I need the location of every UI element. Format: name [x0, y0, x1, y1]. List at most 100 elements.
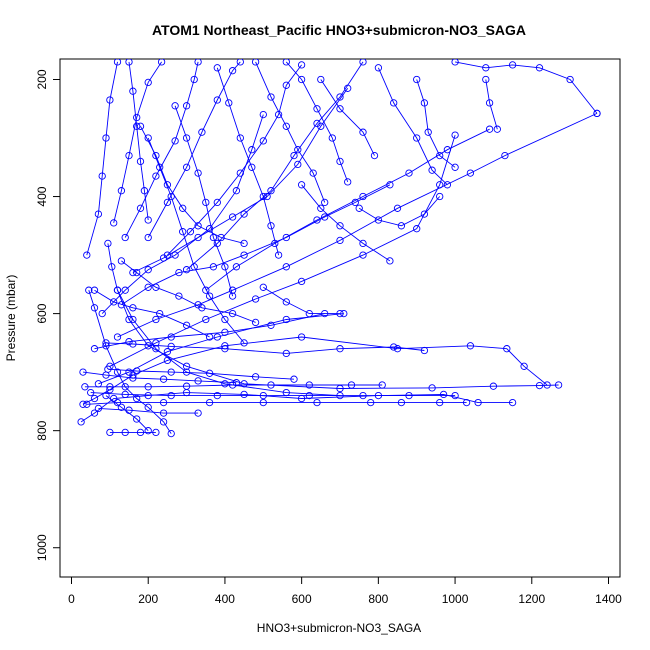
data-point: [87, 388, 95, 397]
x-tick-label: 1000: [442, 592, 469, 606]
data-point: [405, 391, 413, 400]
data-point: [259, 192, 267, 201]
data-point: [152, 315, 160, 324]
profile-series: [144, 134, 248, 347]
series-line: [416, 79, 456, 168]
data-point: [144, 283, 152, 291]
data-point: [221, 345, 229, 353]
data-point: [593, 109, 601, 118]
data-point: [113, 286, 122, 294]
profile-series: [136, 122, 248, 248]
data-point: [466, 169, 475, 177]
data-point: [240, 210, 248, 218]
data-point: [355, 204, 363, 212]
profile-series: [81, 381, 386, 391]
profile-series: [79, 368, 241, 387]
series-line: [86, 61, 118, 256]
data-point: [205, 369, 214, 377]
data-point: [240, 251, 248, 259]
data-point: [297, 75, 306, 84]
series-line: [216, 67, 280, 256]
data-point: [462, 398, 471, 407]
data-point: [232, 187, 241, 195]
data-point: [209, 233, 218, 242]
series-layer: [77, 59, 601, 438]
y-tick-label: 1000: [35, 534, 49, 561]
data-point: [251, 318, 260, 327]
data-point: [182, 382, 191, 390]
data-point: [194, 377, 202, 385]
data-point: [436, 181, 444, 189]
series-line: [485, 79, 498, 130]
data-point: [136, 122, 145, 130]
series-line: [320, 79, 375, 156]
data-point: [436, 151, 444, 160]
data-point: [290, 151, 298, 160]
data-point: [113, 398, 122, 407]
data-point: [321, 213, 329, 221]
data-point: [485, 125, 494, 133]
data-point: [397, 398, 406, 407]
data-point: [113, 368, 122, 376]
chart-title: ATOM1 Northeast_Pacific HNO3+submicron-N…: [152, 22, 526, 38]
data-point: [263, 192, 271, 201]
data-point: [367, 398, 375, 407]
data-point: [108, 263, 116, 271]
data-point: [489, 382, 498, 390]
x-tick-label: 400: [215, 592, 235, 606]
data-point: [102, 371, 110, 379]
profile-series: [297, 181, 394, 265]
data-point: [420, 210, 429, 218]
data-point: [251, 59, 260, 66]
data-point: [240, 390, 248, 399]
data-point: [232, 263, 241, 271]
data-point: [313, 105, 321, 113]
data-point: [267, 187, 275, 195]
y-tick-label: 800: [35, 420, 49, 440]
data-point: [152, 428, 160, 437]
profile-series: [355, 192, 444, 230]
data-point: [336, 222, 344, 230]
data-point: [305, 391, 313, 400]
data-point: [228, 381, 237, 389]
data-point: [228, 309, 237, 318]
data-point: [133, 394, 141, 403]
data-point: [221, 315, 229, 324]
data-point: [102, 339, 110, 347]
data-point: [182, 266, 191, 274]
data-point: [248, 163, 256, 171]
profile-series: [144, 59, 244, 242]
data-point: [232, 379, 241, 387]
data-point: [251, 373, 260, 381]
data-point: [485, 99, 494, 107]
series-line: [174, 105, 234, 297]
data-point: [305, 309, 313, 318]
series-line: [121, 260, 256, 323]
data-point: [182, 362, 191, 370]
data-point: [205, 398, 214, 407]
data-point: [133, 367, 141, 375]
y-tick-label: 400: [35, 186, 49, 206]
data-point: [159, 418, 168, 426]
data-point: [340, 309, 348, 318]
data-point: [543, 381, 551, 389]
data-point: [179, 228, 187, 236]
data-point: [282, 315, 290, 324]
data-point: [259, 391, 267, 400]
profile-series: [282, 59, 352, 186]
series-line: [140, 126, 245, 244]
data-point: [474, 398, 482, 407]
profile-series: [79, 333, 551, 408]
data-point: [508, 398, 517, 407]
profile-series: [110, 59, 166, 227]
series-line: [94, 289, 210, 338]
profile-series: [94, 404, 202, 417]
data-point: [240, 339, 248, 347]
profile-series: [83, 59, 122, 259]
data-point: [125, 368, 133, 376]
data-point: [336, 93, 344, 101]
data-point: [182, 102, 191, 110]
data-point: [221, 263, 229, 271]
data-point: [520, 362, 528, 370]
data-point: [344, 178, 352, 186]
